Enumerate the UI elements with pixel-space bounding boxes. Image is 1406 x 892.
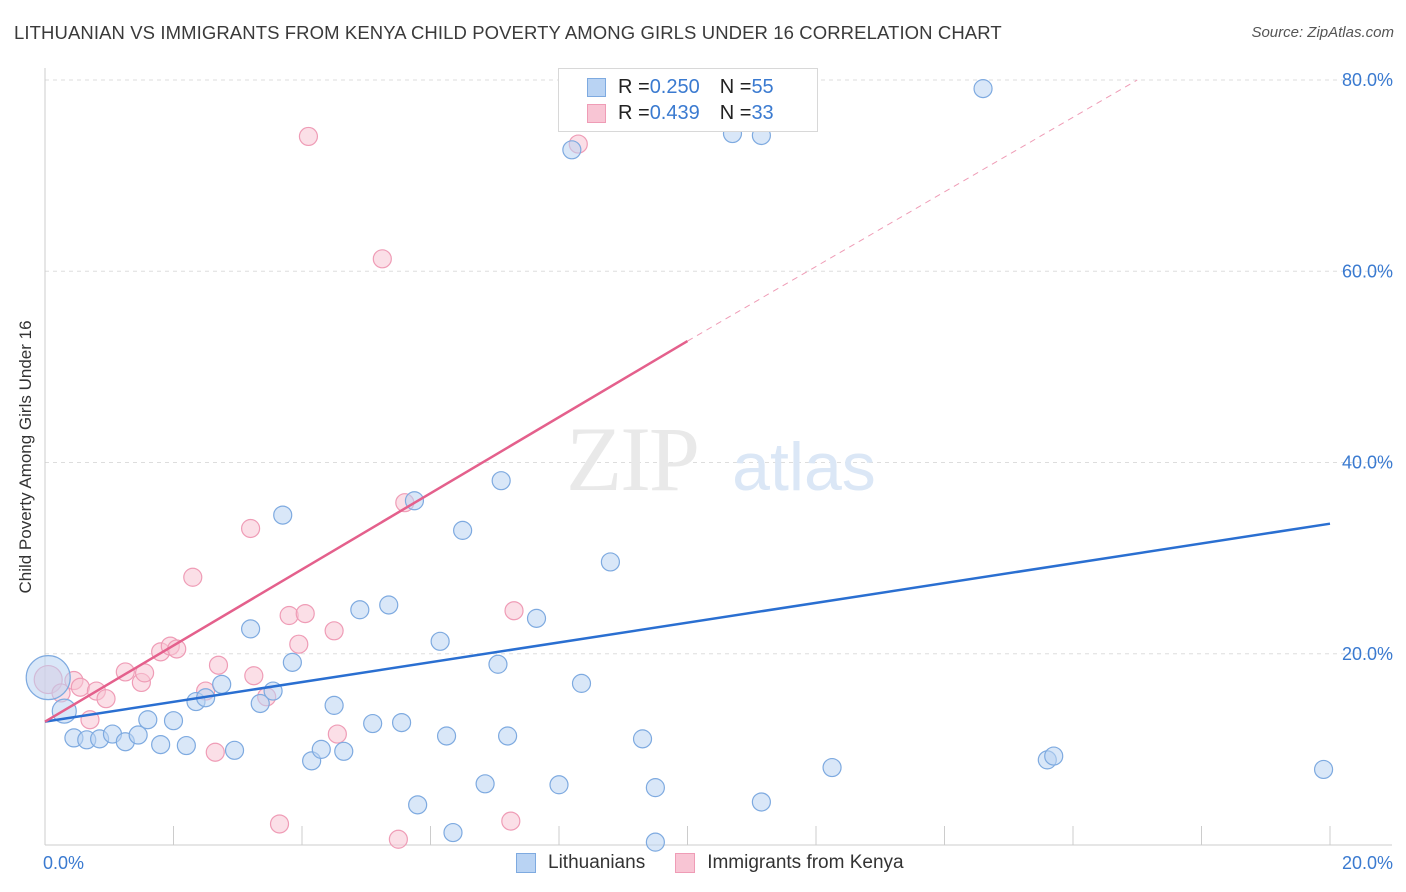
data-point	[475, 774, 495, 794]
watermark-atlas: atlas	[732, 429, 876, 505]
data-point	[269, 814, 290, 834]
data-point	[163, 711, 184, 731]
data-point	[501, 811, 521, 831]
data-point	[151, 734, 171, 755]
data-point	[298, 126, 319, 147]
data-point	[289, 634, 309, 654]
data-point	[600, 552, 621, 572]
data-point	[128, 725, 148, 745]
tick-labels: 20.0% 40.0% 60.0% 80.0% 0.0% 20.0%	[43, 70, 1393, 873]
legend-row-lithuanians: R = 0.250 N = 55	[587, 75, 774, 99]
data-point	[488, 654, 508, 674]
watermark-zip: ZIP	[566, 408, 698, 510]
data-point	[430, 631, 450, 651]
legend-r-label: R =	[618, 75, 650, 98]
series-legend: Lithuanians Immigrants from Kenya	[516, 852, 904, 874]
chart-title: LITHUANIAN VS IMMIGRANTS FROM KENYA CHIL…	[14, 22, 1002, 43]
data-point	[96, 689, 116, 709]
data-point	[1044, 746, 1064, 766]
legend-row-kenya: R = 0.439 N = 33	[587, 101, 774, 125]
data-point	[504, 601, 524, 621]
data-point	[25, 655, 71, 701]
data-point	[70, 677, 90, 697]
data-point	[250, 693, 270, 714]
data-point	[436, 726, 457, 746]
data-point	[549, 775, 569, 795]
data-point	[241, 619, 261, 639]
data-point	[138, 710, 158, 730]
data-point	[212, 674, 232, 694]
data-point	[363, 713, 383, 734]
data-point	[973, 79, 993, 99]
data-point	[1313, 759, 1334, 780]
data-point	[241, 518, 261, 539]
data-point	[372, 249, 392, 269]
data-point	[324, 695, 344, 715]
data-point	[350, 600, 370, 620]
data-point	[279, 605, 299, 626]
legend-n-label: N =	[719, 101, 752, 124]
series-label-lithuanians: Lithuanians	[548, 852, 646, 873]
data-point	[562, 140, 582, 160]
data-point	[388, 829, 408, 849]
y-tick-label: 20.0%	[1342, 644, 1393, 664]
chart-source: Source: ZipAtlas.com	[1251, 24, 1394, 41]
data-point	[498, 726, 518, 746]
data-point	[183, 567, 203, 587]
data-point	[244, 666, 264, 686]
data-point	[311, 739, 331, 759]
grid-lines	[45, 79, 1392, 655]
y-tick-label: 60.0%	[1342, 261, 1393, 281]
legend-r-value: 0.439	[649, 101, 700, 124]
data-point	[208, 655, 229, 675]
legend-swatch-pink	[587, 103, 606, 123]
legend-n-value: 33	[751, 101, 774, 124]
trend-line-lithuanians	[44, 522, 1331, 723]
x-tick-label: 20.0%	[1342, 853, 1393, 873]
legend-n-label: N =	[719, 75, 752, 98]
axes	[44, 68, 1392, 846]
trend-line-kenya	[44, 339, 689, 723]
data-point	[526, 608, 547, 628]
y-tick-label: 40.0%	[1342, 453, 1393, 473]
data-point	[822, 757, 842, 778]
data-point	[751, 792, 771, 812]
series-label-kenya: Immigrants from Kenya	[707, 852, 904, 873]
data-point	[632, 729, 653, 749]
data-point	[391, 712, 412, 733]
data-point	[282, 652, 302, 672]
x-tick-label: 0.0%	[43, 853, 84, 873]
series-swatch-blue	[516, 853, 536, 873]
data-point	[327, 724, 347, 744]
points-lithuanians	[25, 79, 1334, 852]
data-point	[273, 505, 293, 525]
data-point	[571, 673, 592, 693]
data-point	[491, 471, 511, 491]
data-point	[205, 742, 225, 762]
data-point	[453, 520, 473, 540]
y-axis-label: Child Poverty Among Girls Under 16	[16, 320, 35, 594]
data-point	[334, 741, 354, 761]
data-point	[295, 603, 315, 624]
data-point	[408, 795, 428, 815]
legend-r-value: 0.250	[649, 75, 700, 98]
trend-extension-kenya	[687, 79, 1138, 342]
series-swatch-pink	[675, 853, 696, 873]
legend-swatch-blue	[587, 77, 606, 97]
data-point	[443, 822, 463, 843]
data-point	[379, 595, 399, 615]
correlation-legend: R = 0.250 N = 55 R = 0.439 N = 33	[558, 68, 818, 132]
legend-r-label: R =	[618, 101, 650, 124]
y-tick-label: 80.0%	[1342, 70, 1393, 90]
data-point	[645, 778, 665, 798]
data-point	[645, 832, 665, 852]
data-point	[224, 740, 245, 760]
watermark: ZIP atlas	[566, 408, 876, 510]
data-point	[324, 621, 344, 641]
legend-n-value: 55	[751, 75, 774, 98]
data-point	[176, 735, 196, 756]
trend-lines	[44, 79, 1331, 723]
